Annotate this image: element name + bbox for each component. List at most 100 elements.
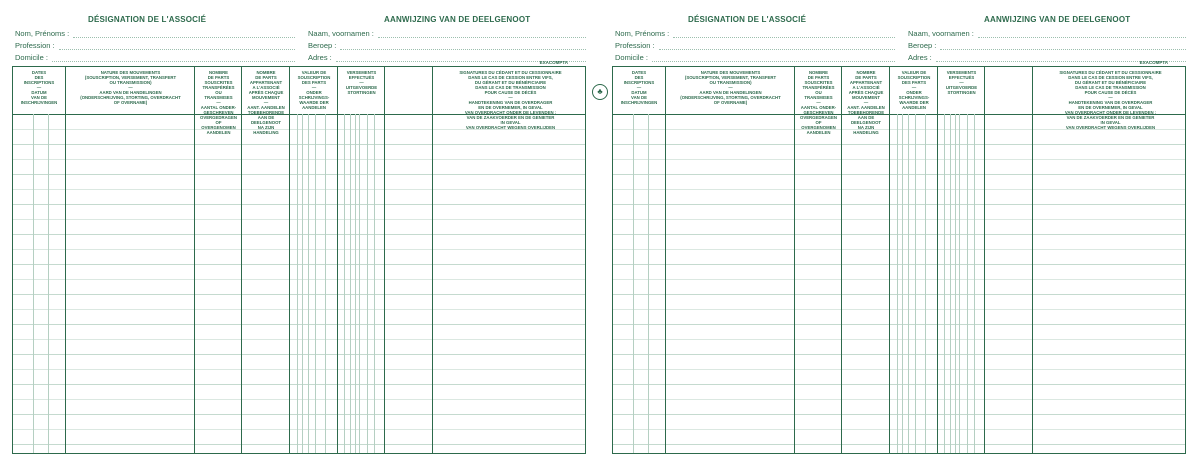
column-subdivider xyxy=(359,114,360,453)
column-subdivider xyxy=(897,114,898,453)
field-name-nl[interactable]: Naam, voornamen : xyxy=(908,29,1186,38)
table-row[interactable] xyxy=(613,399,1185,400)
table-column: NOMBRE DE PARTS APPARTENANT A L'ASSOCIÉ … xyxy=(241,67,290,453)
table-header xyxy=(13,67,585,115)
table-row[interactable] xyxy=(613,189,1185,190)
column-subdivider xyxy=(633,114,634,453)
label: Domicile : xyxy=(15,53,48,62)
table-row[interactable] xyxy=(13,159,585,160)
field-profession-fr[interactable]: Profession : xyxy=(15,41,295,50)
table-row[interactable] xyxy=(613,294,1185,295)
column-subdivider xyxy=(33,114,34,453)
table-row[interactable] xyxy=(613,234,1185,235)
table-row[interactable] xyxy=(13,414,585,415)
column-header: SIGNATURES DU CÉDANT ET DU CESSIONNAIRE … xyxy=(459,70,562,130)
input-line[interactable] xyxy=(935,53,1186,62)
table-column: VERSEMENTS EFFECTUÉS — UITGEVOERDE STORT… xyxy=(937,67,985,453)
table-row[interactable] xyxy=(13,234,585,235)
table-row[interactable] xyxy=(13,309,585,310)
table-row[interactable] xyxy=(613,219,1185,220)
field-adres-nl[interactable]: Adres : xyxy=(308,53,586,62)
table-row[interactable] xyxy=(613,129,1185,130)
field-domicile-fr[interactable]: Domicile : xyxy=(615,53,895,62)
input-line[interactable] xyxy=(335,53,586,62)
input-line[interactable] xyxy=(58,41,295,50)
input-line[interactable] xyxy=(977,29,1186,38)
input-line[interactable] xyxy=(73,29,295,38)
table-row[interactable] xyxy=(613,354,1185,355)
input-line[interactable] xyxy=(940,41,1186,50)
table-row[interactable] xyxy=(13,339,585,340)
table-row[interactable] xyxy=(613,249,1185,250)
column-subdivider xyxy=(967,114,968,453)
table-row[interactable] xyxy=(613,369,1185,370)
field-beroep-nl[interactable]: Beroep : xyxy=(308,41,586,50)
label: Profession : xyxy=(15,41,55,50)
table-row[interactable] xyxy=(13,354,585,355)
table-row[interactable] xyxy=(613,309,1185,310)
table-row[interactable] xyxy=(13,279,585,280)
table-column: NOMBRE DE PARTS SOUSCRITES TRANSFÉRÉES O… xyxy=(794,67,842,453)
table-row[interactable] xyxy=(13,189,585,190)
table-row[interactable] xyxy=(13,444,585,445)
register-table: DATES DES INSCRIPTIONS — DATUM VAN DE IN… xyxy=(12,66,586,454)
table-row[interactable] xyxy=(613,414,1185,415)
table-row[interactable] xyxy=(613,339,1185,340)
table-row[interactable] xyxy=(13,249,585,250)
table-row[interactable] xyxy=(13,129,585,130)
input-line[interactable] xyxy=(673,29,895,38)
field-beroep-nl[interactable]: Beroep : xyxy=(908,41,1186,50)
table-row[interactable] xyxy=(13,174,585,175)
table-column: SIGNATURES DU CÉDANT ET DU CESSIONNAIRE … xyxy=(432,67,585,453)
field-name-fr[interactable]: Nom, Prénoms : xyxy=(15,29,295,38)
input-line[interactable] xyxy=(340,41,586,50)
table-row[interactable] xyxy=(13,204,585,205)
column-subdivider xyxy=(374,114,375,453)
input-line[interactable] xyxy=(658,41,895,50)
label: Beroep : xyxy=(308,41,337,50)
table-row[interactable] xyxy=(613,384,1185,385)
field-domicile-fr[interactable]: Domicile : xyxy=(15,53,295,62)
input-line[interactable] xyxy=(651,53,895,62)
table-row[interactable] xyxy=(13,399,585,400)
table-row[interactable] xyxy=(13,264,585,265)
table-column: SIGNATURES DU CÉDANT ET DU CESSIONNAIRE … xyxy=(1032,67,1185,453)
table-row[interactable] xyxy=(613,144,1185,145)
table-row[interactable] xyxy=(613,159,1185,160)
column-header: NATURE DES MOUVEMENTS (SOUSCRIPTION, VER… xyxy=(80,70,181,105)
table-row[interactable] xyxy=(13,384,585,385)
column-header: NOMBRE DE PARTS APPARTENANT A L'ASSOCIÉ … xyxy=(847,70,885,135)
table-row[interactable] xyxy=(613,324,1185,325)
table-row[interactable] xyxy=(13,369,585,370)
table-row[interactable] xyxy=(13,219,585,220)
table-row[interactable] xyxy=(613,279,1185,280)
input-line[interactable] xyxy=(377,29,586,38)
label: Naam, voornamen : xyxy=(308,29,374,38)
table-row[interactable] xyxy=(13,144,585,145)
field-profession-fr[interactable]: Profession : xyxy=(615,41,895,50)
table-row[interactable] xyxy=(613,264,1185,265)
label: Nom, Prénoms : xyxy=(615,29,670,38)
table-row[interactable] xyxy=(13,429,585,430)
table-row[interactable] xyxy=(613,204,1185,205)
table-row[interactable] xyxy=(13,294,585,295)
table-row[interactable] xyxy=(613,444,1185,445)
table-row[interactable] xyxy=(613,174,1185,175)
table-column xyxy=(984,67,1033,453)
field-adres-nl[interactable]: Adres : xyxy=(908,53,1186,62)
table-row[interactable] xyxy=(13,324,585,325)
field-name-nl[interactable]: Naam, voornamen : xyxy=(308,29,586,38)
column-header: VERSEMENTS EFFECTUÉS — UITGEVOERDE STORT… xyxy=(345,70,378,95)
table-row[interactable] xyxy=(613,429,1185,430)
label: Domicile : xyxy=(615,53,648,62)
table-column: VERSEMENTS EFFECTUÉS — UITGEVOERDE STORT… xyxy=(337,67,385,453)
column-subdivider xyxy=(344,114,345,453)
column-subdivider xyxy=(915,114,916,453)
label: Nom, Prénoms : xyxy=(15,29,70,38)
table-column: VALEUR DE SOUSCRIPTION DES PARTS — ONDER… xyxy=(289,67,338,453)
column-subdivider xyxy=(974,114,975,453)
field-name-fr[interactable]: Nom, Prénoms : xyxy=(615,29,895,38)
column-subdivider xyxy=(950,114,951,453)
table-column: NATURE DES MOUVEMENTS (SOUSCRIPTION, VER… xyxy=(65,67,195,453)
input-line[interactable] xyxy=(51,53,295,62)
